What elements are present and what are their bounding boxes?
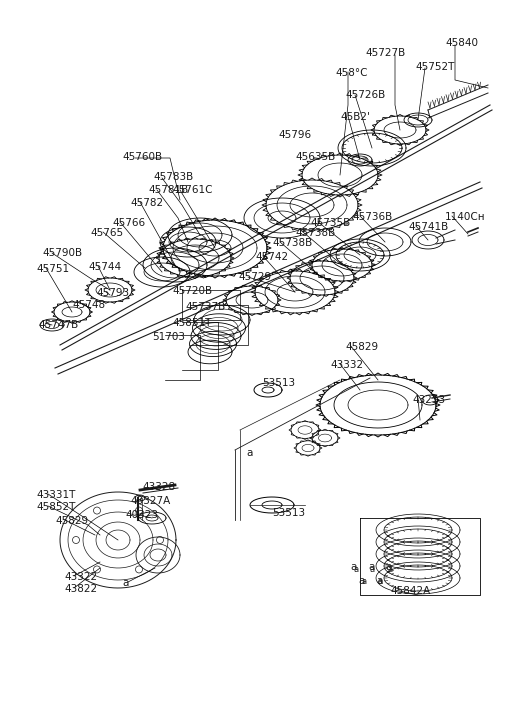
- Text: 45852T: 45852T: [36, 502, 75, 512]
- Text: 45765: 45765: [90, 228, 123, 238]
- Text: 45741B: 45741B: [408, 222, 448, 232]
- Text: a: a: [350, 562, 356, 572]
- Text: 45742: 45742: [255, 252, 288, 262]
- Text: 45735B: 45735B: [310, 218, 350, 228]
- Text: a: a: [385, 562, 391, 572]
- Text: 45781B: 45781B: [148, 185, 189, 195]
- Text: 43822: 43822: [64, 584, 97, 594]
- Text: 45748: 45748: [72, 300, 105, 310]
- Text: 45851T: 45851T: [172, 318, 211, 328]
- Text: a: a: [376, 576, 382, 586]
- Text: 45782: 45782: [130, 198, 163, 208]
- Text: 1140Cʜ: 1140Cʜ: [445, 212, 486, 222]
- Text: 45761C: 45761C: [172, 185, 212, 195]
- Text: 53513: 53513: [262, 378, 295, 388]
- Text: 458°C: 458°C: [335, 68, 367, 78]
- Text: a: a: [387, 565, 392, 574]
- Text: a: a: [370, 565, 375, 574]
- Text: 45736B: 45736B: [352, 212, 392, 222]
- Text: 51703: 51703: [152, 332, 185, 342]
- Text: 45729: 45729: [238, 272, 271, 282]
- Text: 45B2': 45B2': [340, 112, 370, 122]
- Text: 40323: 40323: [125, 510, 158, 520]
- Text: 45727B: 45727B: [365, 48, 405, 58]
- Text: 45635B: 45635B: [295, 152, 335, 162]
- Text: 45720B: 45720B: [172, 286, 212, 296]
- Text: 43328: 43328: [142, 482, 175, 492]
- Text: 45840: 45840: [445, 38, 478, 48]
- Text: a: a: [246, 448, 252, 458]
- Text: 45738B: 45738B: [272, 238, 312, 248]
- Text: 45783B: 45783B: [153, 172, 193, 182]
- Text: a: a: [361, 577, 366, 586]
- Text: a: a: [368, 562, 374, 572]
- Text: 45760B: 45760B: [122, 152, 162, 162]
- Text: 43322: 43322: [64, 572, 97, 582]
- Text: 45737B: 45737B: [185, 302, 225, 312]
- Text: 45744: 45744: [88, 262, 121, 272]
- Text: 53513: 53513: [272, 508, 305, 518]
- Text: 45738B: 45738B: [295, 228, 335, 238]
- Text: 45829: 45829: [345, 342, 378, 352]
- Text: 45752T: 45752T: [415, 62, 455, 72]
- Text: 43331T: 43331T: [36, 490, 75, 500]
- Text: 45793: 45793: [96, 288, 129, 298]
- Text: 45790B: 45790B: [42, 248, 82, 258]
- Text: 45766: 45766: [112, 218, 145, 228]
- Text: 45842A: 45842A: [390, 586, 430, 596]
- Text: 45751: 45751: [36, 264, 69, 274]
- Text: a: a: [122, 578, 129, 588]
- Text: 45747B: 45747B: [38, 320, 78, 330]
- Text: 45829: 45829: [55, 516, 88, 526]
- Text: a: a: [353, 565, 358, 574]
- Text: 45796: 45796: [278, 130, 311, 140]
- Text: a: a: [378, 577, 383, 586]
- Text: 43213: 43213: [412, 395, 445, 405]
- Text: a: a: [358, 576, 364, 586]
- Text: 45726B: 45726B: [345, 90, 386, 100]
- Text: 43332: 43332: [330, 360, 363, 370]
- Text: 43327A: 43327A: [130, 496, 170, 506]
